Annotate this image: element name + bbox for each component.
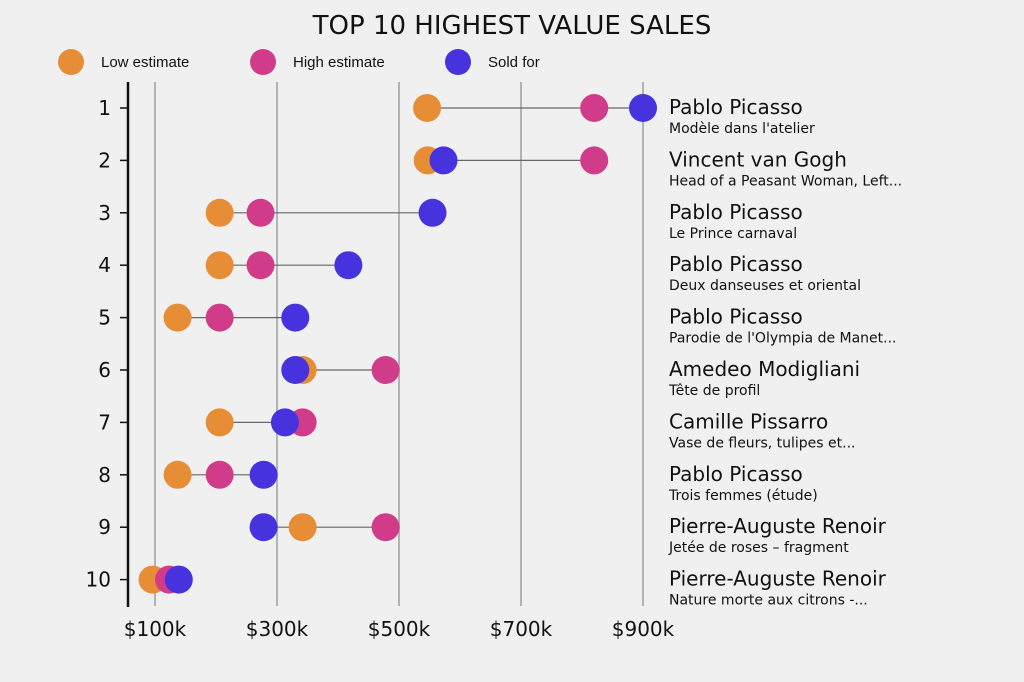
dot-sold: [270, 408, 299, 437]
chart-title: TOP 10 HIGHEST VALUE SALES: [312, 11, 712, 41]
legend-label-sold: Sold for: [488, 54, 540, 71]
dot-high: [205, 303, 234, 332]
dot-low: [205, 251, 234, 280]
dot-low: [288, 513, 317, 542]
x-tick-label: $100k: [124, 617, 187, 641]
dot-high: [580, 146, 609, 175]
connectors: [152, 107, 643, 581]
y-tick-label: 3: [98, 201, 111, 225]
x-tick-label: $900k: [612, 617, 675, 641]
y-tick-label: 7: [98, 410, 111, 434]
row-labels: Pablo Picasso Modèle dans l'atelier Vincen…: [668, 95, 902, 609]
dot-sold: [249, 513, 278, 542]
x-tick-label: $500k: [368, 617, 431, 641]
y-tick-label: 5: [98, 306, 111, 330]
y-tick-label: 9: [98, 515, 111, 539]
y-axis: 1 2 3 4 5 6 7 8 9 10: [86, 96, 128, 592]
legend-marker-low: [58, 49, 84, 75]
legend-marker-high: [250, 49, 276, 75]
artist-label: Camille Pissarro: [669, 409, 828, 433]
dot-low: [163, 460, 192, 489]
artist-label: Pierre-Auguste Renoir: [669, 514, 887, 538]
y-tick-label: 4: [98, 253, 111, 277]
dot-high: [371, 356, 400, 384]
dot-sold: [281, 303, 310, 332]
dot-sold: [429, 146, 458, 175]
artwork-label: Tête de profil: [668, 383, 760, 399]
x-tick-label: $700k: [490, 617, 553, 641]
dot-high: [580, 94, 609, 122]
x-tick-label: $300k: [246, 617, 309, 641]
y-tick-label: 1: [98, 96, 111, 120]
dot-low: [205, 198, 234, 227]
legend-item-sold: Sold for: [445, 49, 540, 75]
dot-high: [246, 251, 275, 280]
dot-sold: [281, 356, 310, 384]
gridlines: [154, 82, 644, 606]
artwork-label: Nature morte aux citrons -...: [669, 593, 868, 609]
artist-label: Vincent van Gogh: [669, 147, 847, 171]
artwork-label: Trois femmes (étude): [668, 488, 818, 504]
dot-sold: [629, 94, 657, 122]
artist-label: Pablo Picasso: [669, 252, 803, 276]
y-tick-label: 6: [98, 358, 111, 382]
x-axis-tick-labels: $100k $300k $500k $700k $900k: [124, 617, 675, 641]
dot-sold: [418, 198, 447, 227]
y-tick-label: 10: [86, 568, 111, 592]
dot-sold: [164, 565, 193, 594]
legend-marker-sold: [445, 49, 471, 75]
dot-sold: [334, 251, 363, 280]
y-tick-label: 8: [98, 463, 111, 487]
artwork-label: Parodie de l'Olympia de Manet...: [669, 331, 897, 347]
dot-low: [413, 94, 442, 122]
legend-item-low: Low estimate: [58, 49, 189, 75]
artist-label: Pablo Picasso: [669, 200, 803, 224]
artist-label: Pablo Picasso: [669, 95, 803, 119]
artwork-label: Vase de fleurs, tulipes et...: [669, 435, 855, 451]
legend-label-low: Low estimate: [101, 54, 189, 71]
dot-high: [371, 513, 400, 542]
artwork-label: Head of a Peasant Woman, Left...: [669, 173, 902, 189]
dot-high: [205, 460, 234, 489]
dot-sold: [249, 460, 278, 489]
artist-label: Pablo Picasso: [669, 462, 803, 486]
legend-item-high: High estimate: [250, 49, 385, 75]
dot-low: [205, 408, 234, 437]
artist-label: Amedeo Modigliani: [669, 357, 860, 381]
artist-label: Pablo Picasso: [669, 305, 803, 329]
artist-label: Pierre-Auguste Renoir: [669, 567, 887, 591]
dot-high: [246, 198, 275, 227]
artwork-label: Modèle dans l'atelier: [669, 121, 815, 137]
legend: Low estimate High estimate Sold for: [58, 49, 540, 75]
artwork-label: Jetée de roses – fragment: [668, 540, 849, 556]
artwork-label: Deux danseuses et oriental: [669, 278, 861, 294]
dot-low: [163, 303, 192, 332]
artwork-label: Le Prince carnaval: [669, 226, 797, 242]
y-tick-label: 2: [98, 148, 111, 172]
legend-label-high: High estimate: [293, 54, 385, 71]
data-points: [138, 94, 657, 594]
